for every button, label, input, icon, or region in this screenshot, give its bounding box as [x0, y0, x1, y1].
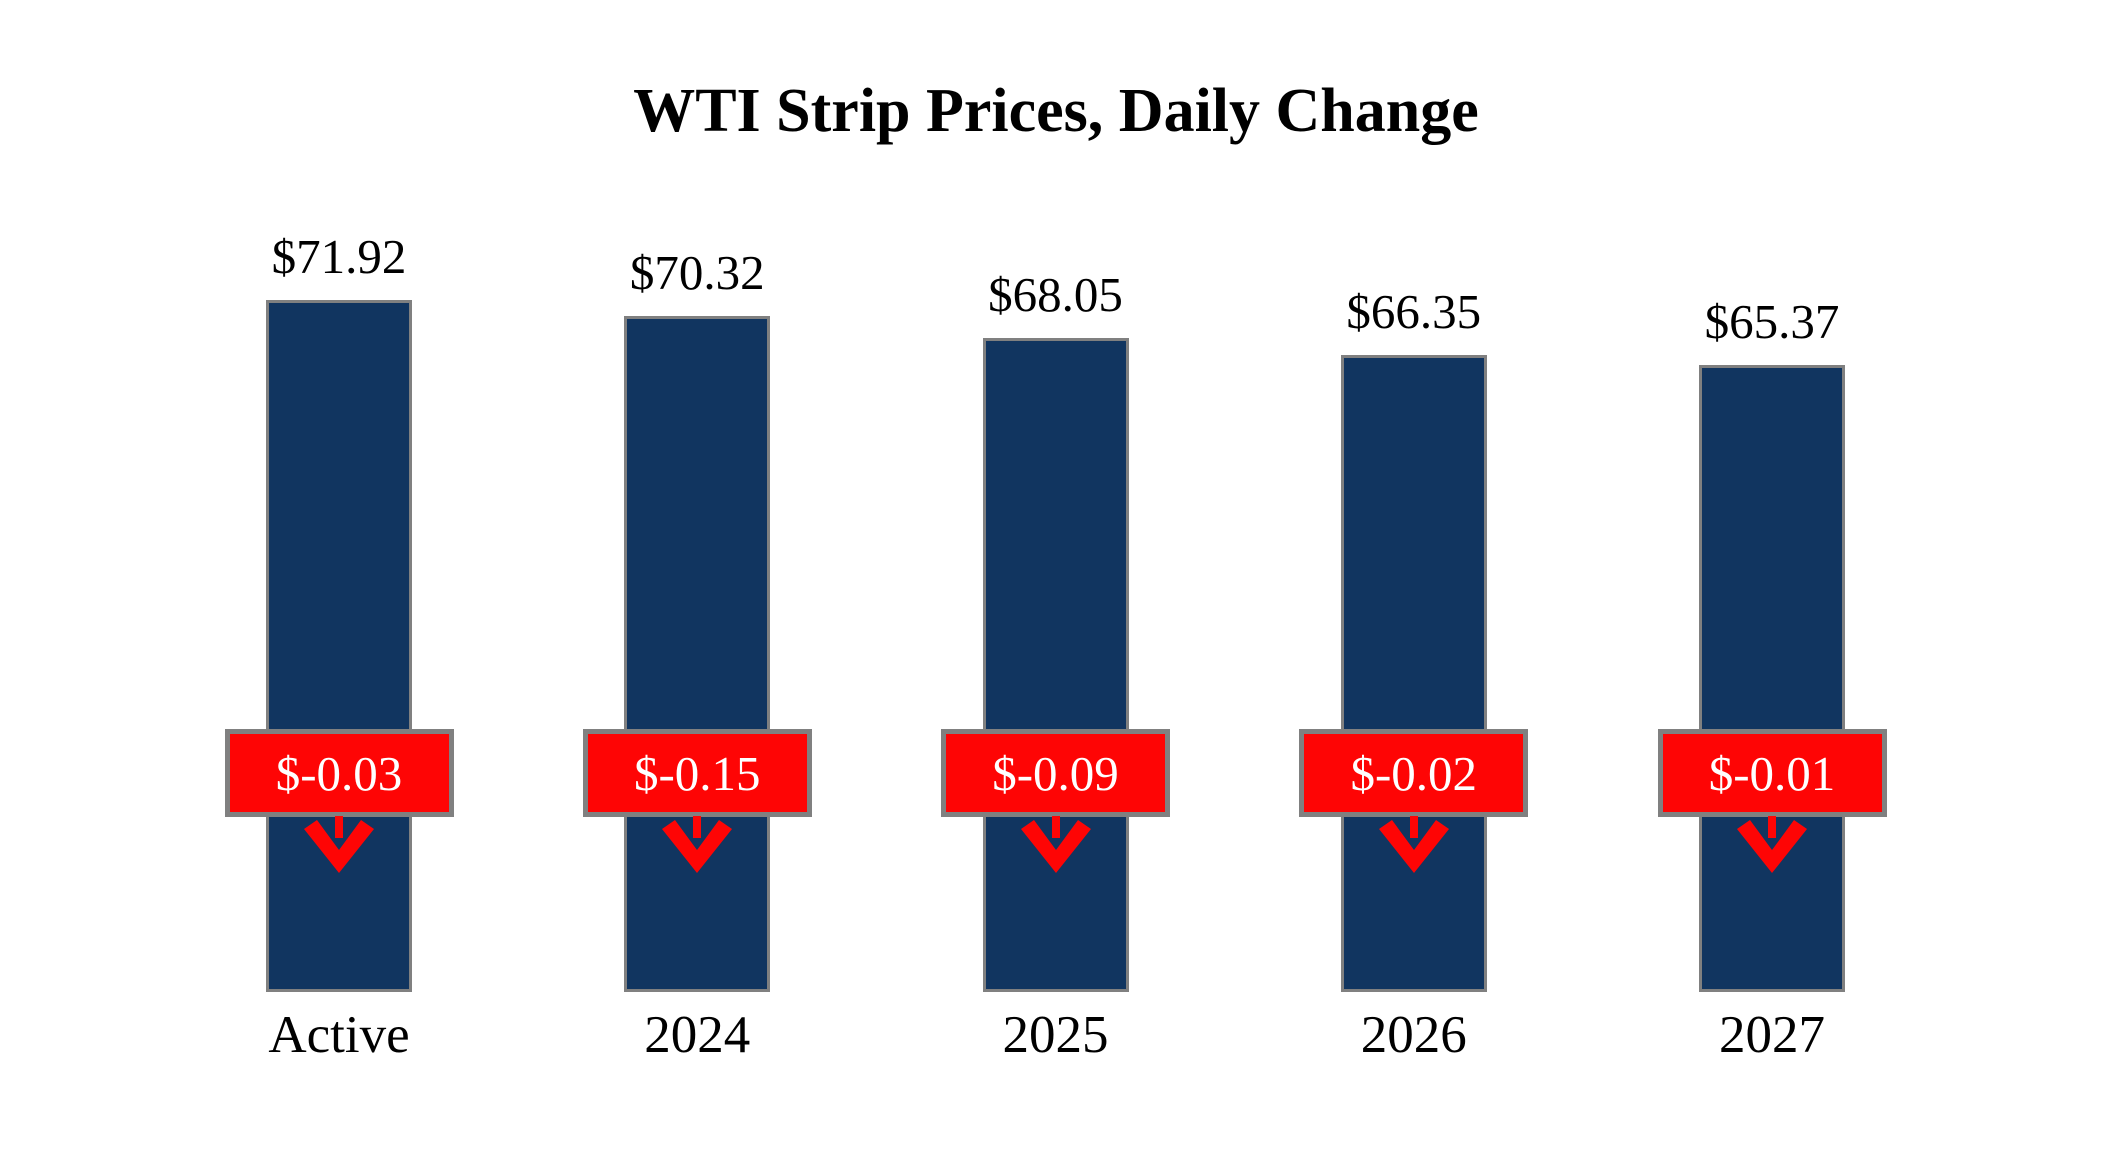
category-label: 2026	[1360, 1006, 1467, 1064]
price-bar	[982, 338, 1129, 992]
daily-change-badge: $-0.01	[1657, 729, 1887, 817]
daily-change-badge: $-0.09	[941, 729, 1170, 817]
category-label: Active	[268, 1006, 410, 1064]
strip-price-label: $66.35	[1346, 284, 1482, 339]
daily-change-badge: $-0.15	[582, 729, 812, 817]
chart-title: WTI Strip Prices, Daily Change	[633, 77, 1479, 145]
price-bar	[266, 300, 412, 992]
down-arrow-icon	[304, 816, 374, 873]
daily-change-badge: $-0.02	[1299, 729, 1529, 817]
category-label: 2024	[644, 1006, 751, 1064]
price-bar	[624, 316, 771, 992]
daily-change-badge: $-0.03	[224, 729, 454, 817]
down-arrow-icon	[662, 816, 733, 873]
strip-price-label: $70.32	[629, 245, 765, 300]
down-arrow-icon	[1737, 816, 1807, 873]
strip-price-label: $68.05	[988, 267, 1123, 322]
category-label: 2025	[1002, 1006, 1109, 1064]
price-bar	[1340, 355, 1487, 992]
strip-price-label: $71.92	[271, 229, 407, 284]
price-bar	[1699, 365, 1845, 992]
category-label: 2027	[1719, 1006, 1825, 1064]
down-arrow-icon	[1378, 816, 1449, 873]
down-arrow-icon	[1020, 816, 1091, 873]
strip-price-label: $65.37	[1704, 294, 1840, 349]
